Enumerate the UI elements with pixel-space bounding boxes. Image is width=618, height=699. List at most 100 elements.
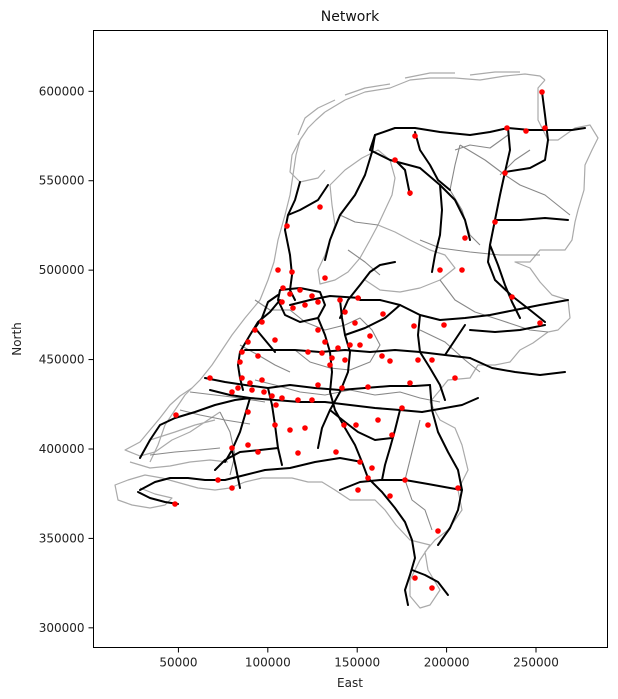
network-node — [342, 357, 348, 363]
network-node — [341, 422, 347, 428]
network-node — [387, 358, 393, 364]
network-node — [229, 445, 235, 451]
network-node — [357, 459, 363, 465]
network-node — [229, 389, 235, 395]
road-a2-south — [367, 477, 416, 606]
road-a2 — [317, 317, 369, 479]
network-node — [273, 402, 279, 408]
network-node — [322, 275, 328, 281]
network-node — [302, 425, 308, 431]
x-tick-label: 50000 — [159, 656, 197, 670]
network-node — [407, 190, 413, 196]
network-node — [502, 170, 508, 176]
network-node — [261, 389, 267, 395]
border-friesland-drenthe — [449, 144, 481, 246]
y-tick-label: 600000 — [39, 84, 85, 98]
network-node — [429, 585, 435, 591]
y-tick-label: 400000 — [39, 442, 85, 456]
x-tick-label: 250000 — [513, 656, 559, 670]
y-tick-label: 500000 — [39, 263, 85, 277]
y-axis: 300000 350000 400000 450000 500000 550000 6000… — [39, 84, 94, 635]
road-a28 — [487, 127, 546, 323]
border-utrecht — [289, 309, 381, 371]
network-node — [295, 450, 301, 456]
y-tick-label: 550000 — [39, 174, 85, 188]
wadden-islands — [297, 71, 520, 136]
network-node — [357, 342, 363, 348]
network-node — [215, 477, 221, 483]
network-node — [280, 285, 286, 291]
network-node — [380, 311, 386, 317]
network-node — [245, 442, 251, 448]
road-a30 — [419, 351, 446, 401]
network-node — [462, 235, 468, 241]
network-node — [290, 305, 296, 311]
zeeland-islands — [124, 387, 229, 469]
network-node — [352, 320, 358, 326]
road-a28-utrecht — [344, 304, 401, 336]
network-node — [375, 417, 381, 423]
network-node — [315, 299, 321, 305]
road-a4 — [239, 299, 281, 353]
road-a76 — [411, 569, 449, 596]
network-node — [335, 345, 341, 351]
network-node — [355, 487, 361, 493]
road-a58-tip — [137, 491, 179, 505]
network-node — [504, 125, 510, 131]
road-a9-north — [284, 181, 301, 231]
network-node — [379, 353, 385, 359]
x-tick-label: 100000 — [245, 656, 291, 670]
road-a6 — [339, 261, 396, 319]
network-node — [322, 339, 328, 345]
coast-noordholland-tip — [289, 139, 326, 183]
network-node — [392, 157, 398, 163]
network-node — [399, 405, 405, 411]
network-node — [302, 302, 308, 308]
network-node — [523, 128, 529, 134]
network-node — [415, 357, 421, 363]
network-node — [245, 409, 251, 415]
network-node — [295, 397, 301, 403]
network-node — [441, 322, 447, 328]
network-node — [387, 493, 393, 499]
network-node — [365, 384, 371, 390]
network-node — [309, 397, 315, 403]
network-node — [272, 422, 278, 428]
x-axis-title: East — [337, 676, 363, 690]
network-node — [259, 319, 265, 325]
network-node — [353, 422, 359, 428]
x-tick-label: 150000 — [334, 656, 380, 670]
road-a4-south — [214, 447, 279, 471]
road-a17 — [231, 449, 241, 489]
country-outline — [114, 79, 599, 609]
network-node — [342, 309, 348, 315]
network-node — [412, 133, 418, 139]
network-node — [239, 375, 245, 381]
network-node — [455, 485, 461, 491]
network-node — [365, 475, 371, 481]
network-node — [229, 485, 235, 491]
road-a32 — [431, 184, 443, 273]
network-node — [429, 357, 435, 363]
road-a1-east — [359, 299, 569, 321]
road-a59 — [329, 409, 393, 441]
network-node — [402, 477, 408, 483]
network-node — [333, 449, 339, 455]
network-node — [269, 393, 275, 399]
network-node — [247, 380, 253, 386]
network-node — [542, 125, 548, 131]
network-node — [459, 267, 465, 273]
network-node — [239, 349, 245, 355]
road-a35 — [489, 244, 521, 319]
network-node — [369, 465, 375, 471]
road-zeeland — [139, 397, 251, 459]
network-node — [173, 412, 179, 418]
flevoland-outline — [364, 224, 456, 293]
network-node — [452, 375, 458, 381]
network-node — [337, 297, 343, 303]
coast-south-holland — [149, 111, 326, 463]
network-node — [437, 267, 443, 273]
inland-waters — [149, 134, 531, 456]
road-amsterdam-ring — [277, 287, 326, 323]
network-node — [412, 575, 418, 581]
